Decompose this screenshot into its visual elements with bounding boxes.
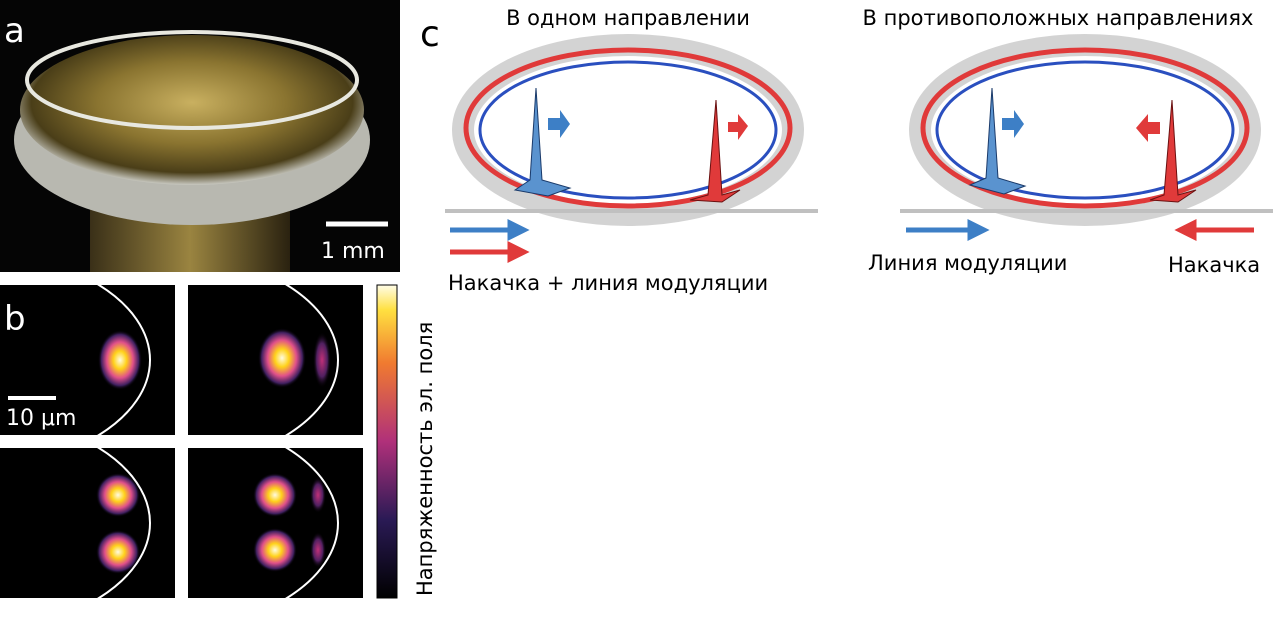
diagram-title: В противоположных направлениях xyxy=(863,6,1254,30)
colorbar-label: Напряженность эл. поля xyxy=(413,322,437,596)
caption: Линия модуляции xyxy=(868,251,1067,275)
scale-label: 1 mm xyxy=(321,239,385,264)
disk xyxy=(20,35,364,185)
resonator-right xyxy=(900,34,1273,242)
colorbar xyxy=(376,284,398,599)
caption: Накачка xyxy=(1168,253,1260,277)
resonator-left xyxy=(445,34,818,264)
diagram-title: В одном направлении xyxy=(506,6,750,30)
caption: Накачка + линия модуляции xyxy=(448,271,768,295)
scale-label: 10 μm xyxy=(6,406,76,431)
panel-label: c xyxy=(420,14,440,55)
panel-label: b xyxy=(4,299,26,339)
rim xyxy=(25,30,359,130)
mode-images xyxy=(0,285,363,598)
panel-label: a xyxy=(4,11,25,51)
